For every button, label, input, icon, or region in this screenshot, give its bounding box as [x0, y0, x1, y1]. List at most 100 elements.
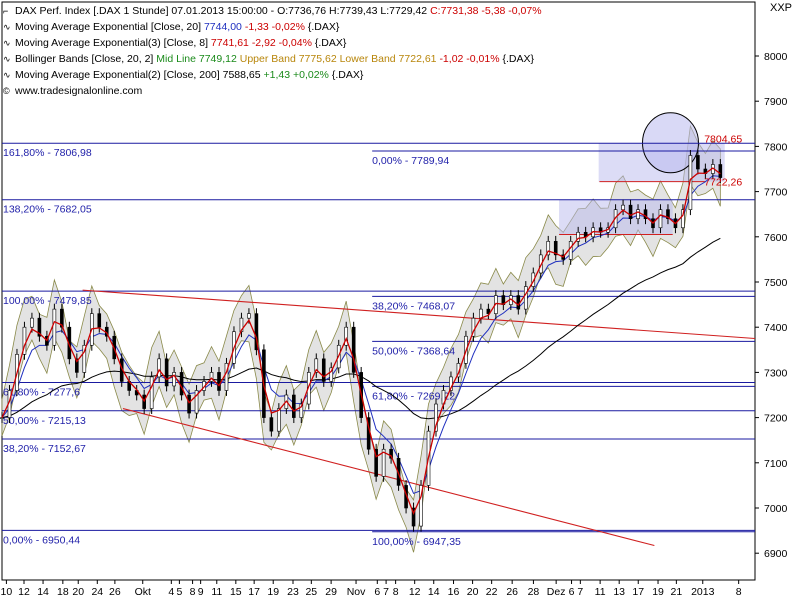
legend-ema8-value: 7741,61: [210, 37, 249, 49]
price-candle: [553, 241, 558, 256]
price-candle: [531, 272, 536, 287]
x-tick-label: 23: [287, 586, 299, 598]
x-tick-label: 14: [428, 586, 440, 598]
price-candle: [277, 408, 281, 432]
legend-ema8-suffix: {.DAX}: [314, 37, 347, 49]
price-candle: [419, 485, 423, 527]
y-tick-label: 7200: [764, 413, 788, 425]
fib-level-label: 138,20% - 7682,05: [3, 204, 92, 216]
line-icon: ∿: [3, 70, 11, 80]
price-candle: [351, 326, 356, 373]
y-tick-label: 7300: [764, 367, 788, 379]
legend-ema20-suffix: {.DAX}: [307, 21, 340, 33]
legend-bollinger: ∿ Bollinger Bands [Close, 20, 2] Mid Line…: [3, 51, 542, 67]
legend-ema20-change: -1,33 -0,02%: [244, 21, 305, 33]
price-candle: [658, 209, 663, 229]
y-tick-label: 6900: [764, 548, 788, 560]
price-candle: [157, 358, 161, 378]
y-tick-label: 8000: [764, 51, 788, 63]
ohlc-icon: ⌐: [3, 6, 9, 16]
price-candle: [486, 308, 491, 314]
price-candle: [172, 372, 176, 387]
watermark: www.tradesignalonline.com: [15, 85, 143, 97]
x-tick-label: 26: [109, 586, 121, 598]
legend-bb-suffix: {.DAX}: [502, 53, 535, 65]
y-tick-label: 7900: [764, 96, 788, 108]
legend-bb-lower: Lower Band 7722,61: [339, 53, 437, 65]
x-tick-label: 20: [467, 586, 479, 598]
x-tick-label: 6: [569, 586, 575, 598]
price-candle: [306, 372, 311, 405]
legend-bb-upper: Upper Band 7775,62: [239, 53, 337, 65]
legend-ema200-value: 7588,65: [222, 69, 261, 81]
fib-level-label: 61,80% - 7277,6: [3, 387, 80, 399]
ema8-line: [1, 167, 721, 516]
x-tick-label: 8: [736, 586, 742, 598]
price-candle: [247, 313, 251, 319]
line-icon: ∿: [3, 54, 11, 64]
fib-level-label: 38,20% - 7468,07: [372, 300, 455, 312]
x-tick-label: 28: [528, 586, 540, 598]
y-tick-label: 7600: [764, 232, 788, 244]
price-candle: [314, 358, 319, 373]
price-candle: [568, 241, 573, 260]
price-candle: [224, 363, 229, 391]
x-tick-label: Dez: [547, 586, 566, 598]
legend-title-row: ⌐ DAX Perf. Index [.DAX 1 Stunde] 07.01.2…: [3, 3, 542, 19]
price-candle: [666, 209, 670, 220]
x-tick-label: 19: [267, 586, 279, 598]
x-tick-label: 5: [176, 586, 182, 598]
price-candle: [396, 457, 401, 486]
chart-legend: ⌐ DAX Perf. Index [.DAX 1 Stunde] 07.01.2…: [3, 3, 542, 99]
price-candle: [194, 390, 199, 414]
x-tick-label: 14: [37, 586, 49, 598]
fib-level-label: 161,80% - 7806,98: [3, 147, 92, 159]
trendline-lower: [122, 408, 655, 547]
legend-bb-name: Bollinger Bands [Close, 20, 2]: [15, 53, 154, 65]
y-tick-label: 7000: [764, 503, 788, 515]
price-candle: [321, 358, 326, 382]
fib-level-label: 0,00% - 7789,94: [372, 155, 449, 167]
price-candle: [254, 313, 259, 351]
x-tick-label: 13: [613, 586, 625, 598]
price-candle: [643, 209, 648, 220]
price-candle: [374, 448, 378, 477]
legend-ema8-name: Moving Average Exponential(3) [Close, 8]: [15, 37, 208, 49]
y-tick-label: 7500: [764, 277, 788, 289]
legend-ema200: ∿ Moving Average Exponential(2) [Close, 2…: [3, 67, 542, 83]
scale-label: XXP: [769, 2, 792, 14]
price-candle: [329, 367, 334, 382]
fib-level-label: 61,80% - 7269,22: [372, 390, 455, 402]
x-tick-label: 22: [486, 586, 498, 598]
price-candle: [82, 344, 87, 373]
x-tick-label: 7: [383, 586, 389, 598]
price-candle: [60, 308, 64, 328]
x-tick-label: 19: [652, 586, 664, 598]
price-candle: [523, 286, 528, 310]
fib-level-label: 50,00% - 7215,13: [3, 415, 86, 427]
y-tick-label: 7700: [764, 187, 788, 199]
price-candle: [187, 394, 191, 414]
y-tick-label: 7800: [764, 141, 788, 153]
x-tick-label: 21: [671, 586, 683, 598]
price-candle: [179, 372, 184, 396]
legend-ema200-suffix: {.DAX}: [331, 69, 364, 81]
x-tick-label: 11: [595, 586, 606, 598]
price-candle: [97, 313, 102, 328]
x-tick-label: 2013: [691, 586, 715, 598]
x-tick-label: 12: [409, 586, 421, 598]
x-tick-label: 8: [190, 586, 196, 598]
bollinger-band: [1, 124, 721, 553]
price-candle: [30, 317, 34, 328]
x-tick-label: Nov: [347, 586, 366, 598]
price-candle: [546, 241, 551, 256]
y-tick-label: 7100: [764, 458, 788, 470]
fib-level-label: 38,20% - 7152,67: [3, 443, 86, 455]
price-candle: [718, 164, 723, 178]
legend-change: C:7731,38 -5,38 -0,07%: [430, 5, 542, 17]
price-candle: [0, 417, 4, 419]
y-tick-label: 7400: [764, 322, 788, 334]
price-candle: [381, 448, 386, 477]
x-tick-label: Okt: [135, 586, 151, 598]
price-candle: [516, 295, 521, 310]
